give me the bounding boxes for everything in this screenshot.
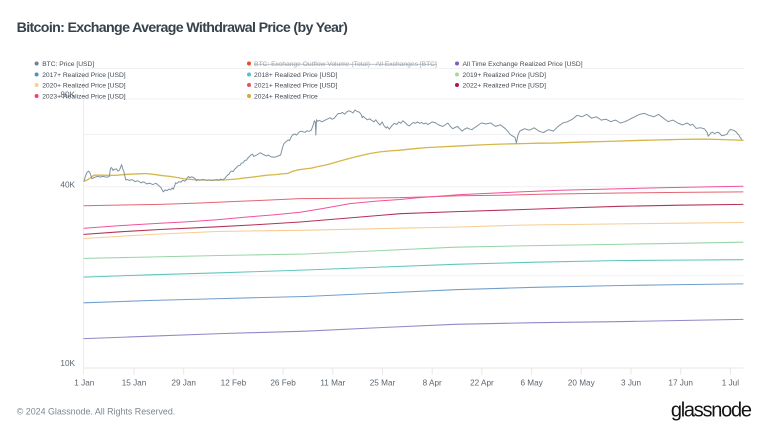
svg-text:2018+ Realized Price [USD]: 2018+ Realized Price [USD]: [254, 72, 338, 79]
svg-text:29 Jan: 29 Jan: [171, 379, 196, 388]
svg-text:17 Jun: 17 Jun: [668, 379, 693, 388]
svg-text:8 Apr: 8 Apr: [423, 379, 442, 388]
svg-text:Bitcoin: Exchange Average With: Bitcoin: Exchange Average Withdrawal Pri…: [17, 20, 349, 36]
svg-text:40K: 40K: [60, 181, 75, 190]
svg-text:2022+ Realized Price [USD]: 2022+ Realized Price [USD]: [463, 82, 547, 89]
svg-text:6 May: 6 May: [520, 379, 543, 388]
svg-text:2020+ Realized Price [USD]: 2020+ Realized Price [USD]: [42, 82, 126, 89]
svg-text:2019+ Realized Price [USD]: 2019+ Realized Price [USD]: [463, 72, 547, 79]
svg-text:2024+ Realized Price: 2024+ Realized Price: [254, 93, 318, 100]
svg-text:All Time Exchange Realized Pri: All Time Exchange Realized Price [USD]: [463, 61, 583, 68]
svg-text:© 2024 Glassnode. All Rights R: © 2024 Glassnode. All Rights Reserved.: [17, 407, 175, 417]
svg-text:11 Mar: 11 Mar: [320, 379, 345, 388]
svg-text:25 Mar: 25 Mar: [370, 379, 396, 388]
svg-text:22 Apr: 22 Apr: [470, 379, 494, 388]
svg-text:80K: 80K: [60, 90, 75, 99]
svg-text:3 Jun: 3 Jun: [621, 379, 641, 388]
svg-text:2023+ Realized Price [USD]: 2023+ Realized Price [USD]: [42, 93, 126, 100]
svg-text:2021+ Realized Price [USD]: 2021+ Realized Price [USD]: [254, 82, 338, 89]
svg-text:26 Feb: 26 Feb: [270, 379, 296, 388]
svg-text:BTC: Exchange Outflow Volume (: BTC: Exchange Outflow Volume (Total) - A…: [254, 61, 437, 68]
svg-text:12 Feb: 12 Feb: [221, 379, 247, 388]
svg-text:10K: 10K: [60, 359, 75, 368]
svg-text:glassnode: glassnode: [671, 400, 752, 422]
svg-text:20 May: 20 May: [568, 379, 596, 388]
svg-text:15 Jan: 15 Jan: [122, 379, 147, 388]
svg-text:2017+ Realized Price [USD]: 2017+ Realized Price [USD]: [42, 72, 126, 79]
svg-text:1 Jul: 1 Jul: [722, 379, 739, 388]
svg-text:1 Jan: 1 Jan: [74, 379, 94, 388]
svg-text:BTC: Price [USD]: BTC: Price [USD]: [42, 61, 94, 68]
